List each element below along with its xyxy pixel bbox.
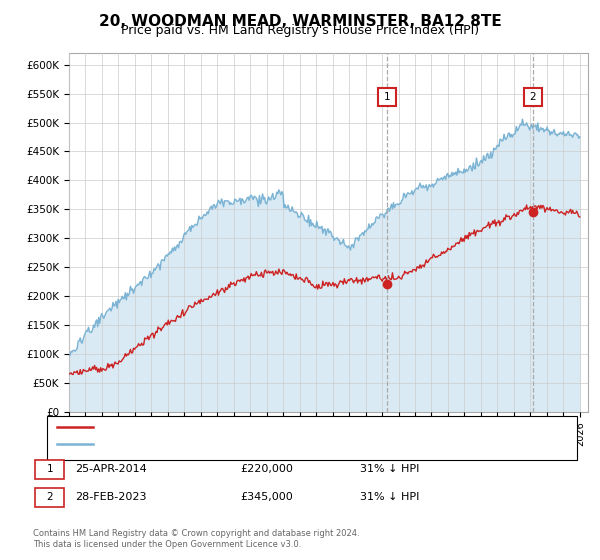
Text: 28-FEB-2023: 28-FEB-2023 [75,492,146,502]
Text: £220,000: £220,000 [240,464,293,474]
Text: 2: 2 [529,91,536,101]
Text: 2: 2 [46,492,53,502]
Text: HPI: Average price, detached house, Wiltshire: HPI: Average price, detached house, Wilt… [96,439,335,449]
Text: 31% ↓ HPI: 31% ↓ HPI [360,464,419,474]
Text: £345,000: £345,000 [240,492,293,502]
Text: 20, WOODMAN MEAD, WARMINSTER, BA12 8TE (detached house): 20, WOODMAN MEAD, WARMINSTER, BA12 8TE (… [96,422,436,432]
Text: 31% ↓ HPI: 31% ↓ HPI [360,492,419,502]
Text: Price paid vs. HM Land Registry's House Price Index (HPI): Price paid vs. HM Land Registry's House … [121,24,479,37]
Text: 20, WOODMAN MEAD, WARMINSTER, BA12 8TE: 20, WOODMAN MEAD, WARMINSTER, BA12 8TE [98,14,502,29]
Text: 1: 1 [46,464,53,474]
Text: Contains HM Land Registry data © Crown copyright and database right 2024.
This d: Contains HM Land Registry data © Crown c… [33,529,359,549]
Text: 1: 1 [383,91,391,101]
Text: 25-APR-2014: 25-APR-2014 [75,464,147,474]
